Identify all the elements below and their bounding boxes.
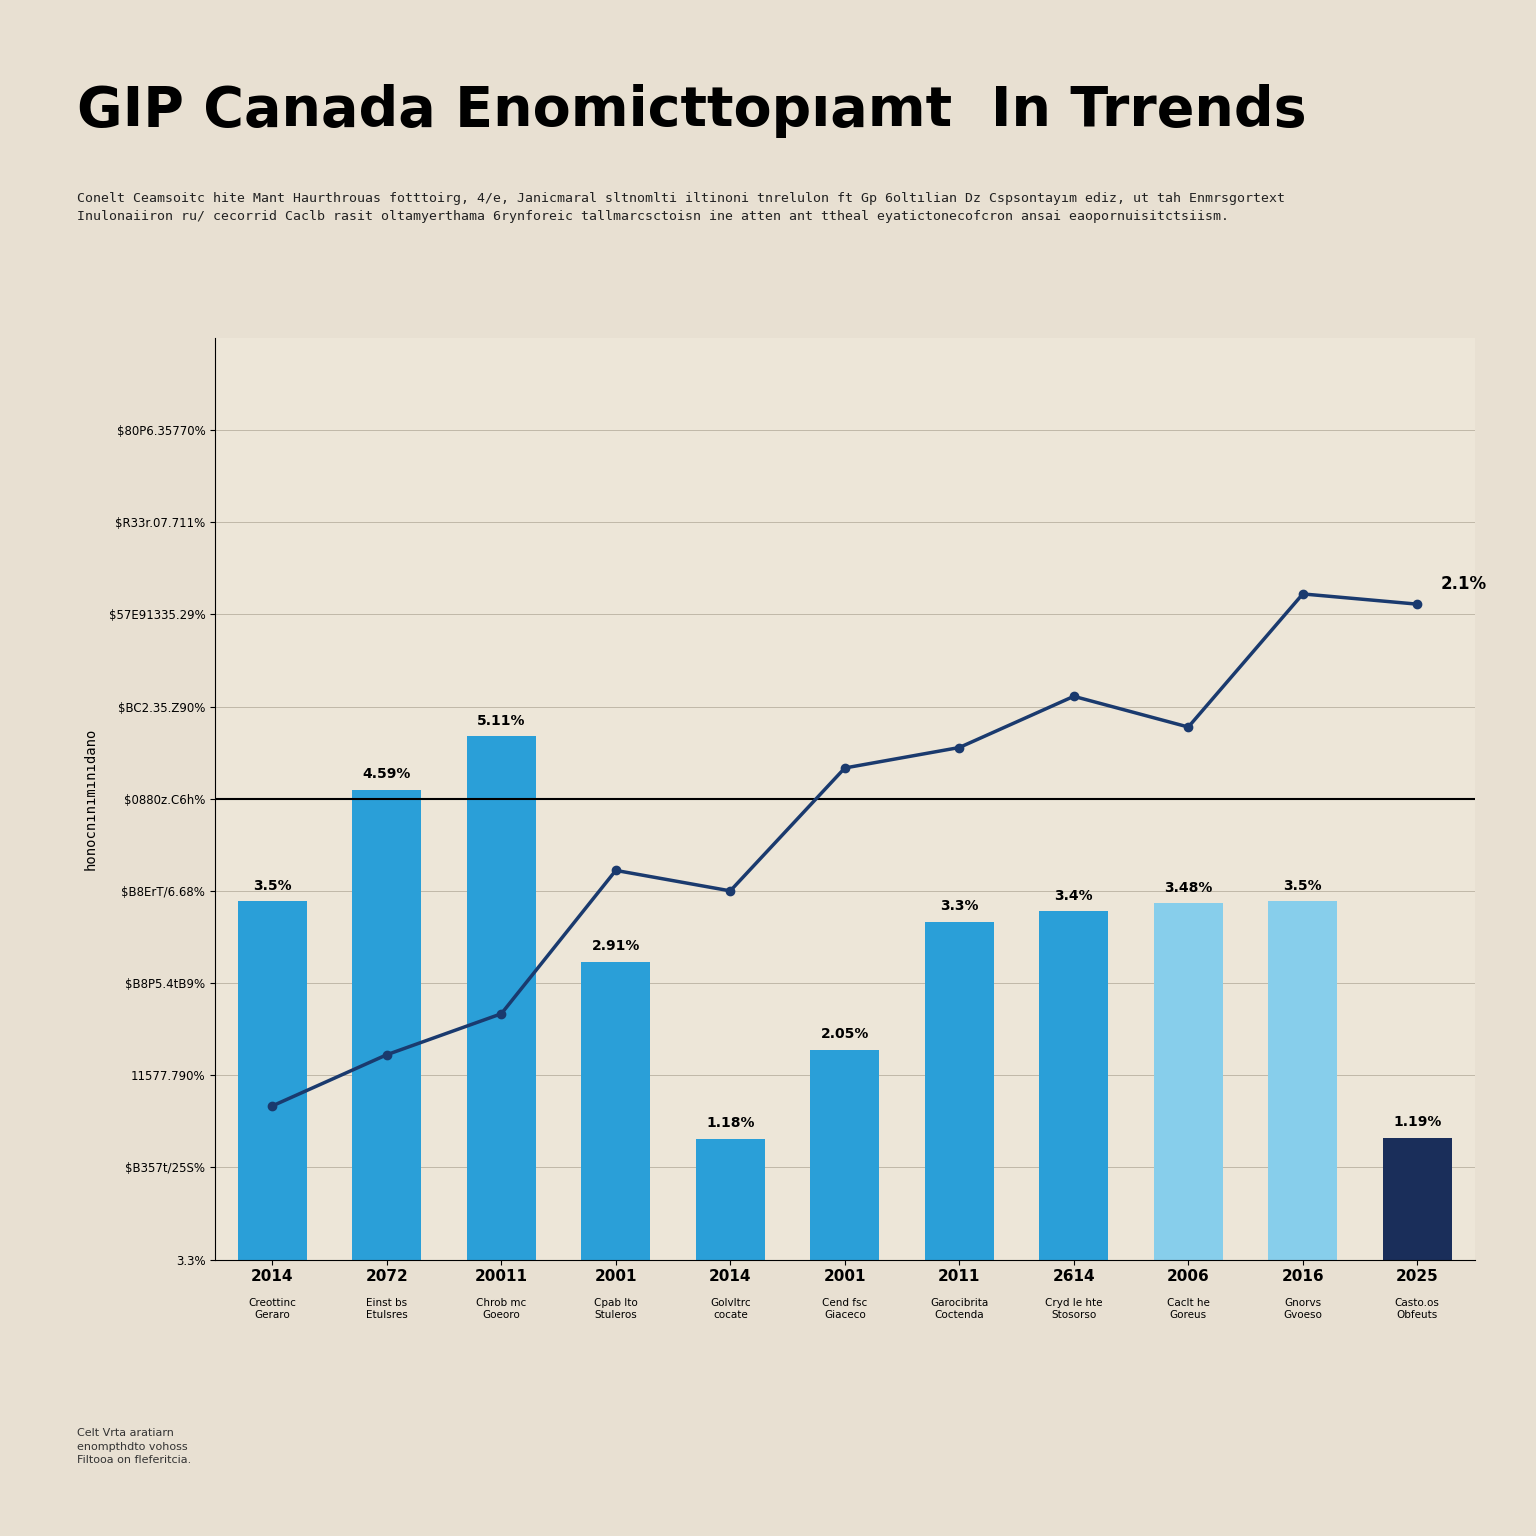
Bar [467, 736, 536, 1260]
Text: Golvltrc
cocate: Golvltrc cocate [710, 1298, 751, 1321]
Text: 3.48%: 3.48% [1164, 882, 1212, 895]
Text: 3.4%: 3.4% [1055, 889, 1094, 903]
Text: Garocibrita
Coctenda: Garocibrita Coctenda [931, 1298, 989, 1321]
Text: Conelt Ceamsoitc hite Mant Haurthrouas fotttoirg, 4/e, Janicmaral sltnomlti ilti: Conelt Ceamsoitc hite Mant Haurthrouas f… [77, 192, 1284, 223]
Text: 5.11%: 5.11% [478, 714, 525, 728]
Bar [352, 790, 421, 1260]
Bar [582, 962, 650, 1260]
Text: Cpab Ito
Stuleros: Cpab Ito Stuleros [594, 1298, 637, 1321]
Text: Creottinc
Geraro: Creottinc Geraro [249, 1298, 296, 1321]
Bar [925, 922, 994, 1260]
Text: Chrob mc
Goeoro: Chrob mc Goeoro [476, 1298, 527, 1321]
Bar [238, 902, 307, 1260]
Text: 4.59%: 4.59% [362, 768, 412, 782]
Text: 1.18%: 1.18% [707, 1117, 754, 1130]
Text: 3.5%: 3.5% [253, 879, 292, 892]
Text: 1.19%: 1.19% [1393, 1115, 1441, 1129]
Text: 2.1%: 2.1% [1441, 574, 1487, 593]
Text: Cend fsc
Giaceco: Cend fsc Giaceco [822, 1298, 868, 1321]
Text: Einst bs
Etulsres: Einst bs Etulsres [366, 1298, 407, 1321]
Text: Cryd le hte
Stosorso: Cryd le hte Stosorso [1044, 1298, 1103, 1321]
Text: 2.05%: 2.05% [820, 1028, 869, 1041]
Bar [811, 1049, 879, 1260]
Bar [1269, 902, 1338, 1260]
Text: Gnorvs
Gvoeso: Gnorvs Gvoeso [1284, 1298, 1322, 1321]
Y-axis label: honocnınımınıdano: honocnınımınıdano [83, 728, 97, 869]
Text: Celt Vrta aratiarn
enompthdto vohoss
Filtooa on fleferitcia.: Celt Vrta aratiarn enompthdto vohoss Fil… [77, 1428, 190, 1465]
Text: 3.5%: 3.5% [1284, 879, 1322, 892]
Text: Caclt he
Goreus: Caclt he Goreus [1167, 1298, 1210, 1321]
Bar [696, 1138, 765, 1260]
Bar [1154, 903, 1223, 1260]
Text: Casto.os
Obfeuts: Casto.os Obfeuts [1395, 1298, 1439, 1321]
Text: 2.91%: 2.91% [591, 940, 641, 954]
Text: GIP Canada Enomicttopıamt  In Trrends: GIP Canada Enomicttopıamt In Trrends [77, 84, 1307, 138]
Text: 3.3%: 3.3% [940, 900, 978, 914]
Bar [1382, 1138, 1452, 1260]
Bar [1040, 911, 1107, 1260]
